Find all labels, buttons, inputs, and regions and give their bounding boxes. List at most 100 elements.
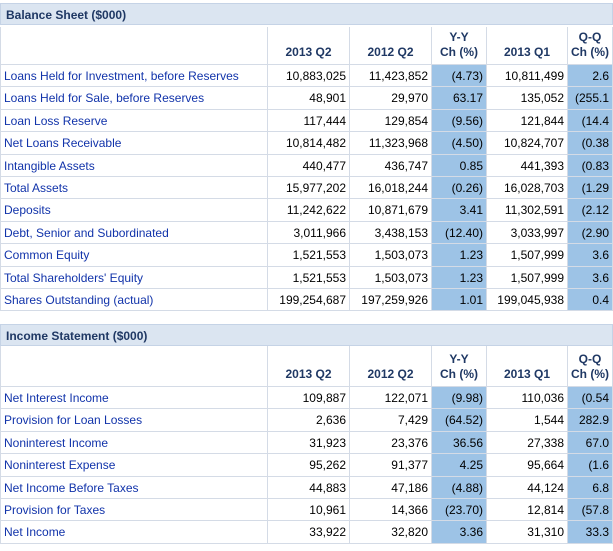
value-cell: 0.85 — [432, 155, 487, 177]
header-line: 2013 Q2 — [271, 367, 346, 382]
value-cell: 10,814,482 — [268, 132, 350, 154]
column-header: 2013 Q2 — [268, 27, 350, 65]
value-cell: 10,883,025 — [268, 65, 350, 87]
column-header: 2013 Q2 — [268, 346, 350, 387]
header-line: 2013 Q2 — [271, 45, 346, 60]
row-label: Debt, Senior and Subordinated — [0, 222, 268, 244]
value-cell: (14.4 — [568, 110, 613, 132]
column-header: 2013 Q1 — [487, 346, 568, 387]
value-cell: 282.9 — [568, 409, 613, 431]
header-blank — [0, 27, 268, 65]
row-label: Loans Held for Sale, before Reserves — [0, 87, 268, 109]
value-cell: (4.50) — [432, 132, 487, 154]
value-cell: 11,302,591 — [487, 199, 568, 221]
value-cell: 117,444 — [268, 110, 350, 132]
value-cell: 11,242,622 — [268, 199, 350, 221]
value-cell: 1,503,073 — [350, 244, 432, 266]
value-cell: (57.8 — [568, 499, 613, 521]
value-cell: 29,970 — [350, 87, 432, 109]
value-cell: 110,036 — [487, 387, 568, 409]
value-cell: 2,636 — [268, 409, 350, 431]
value-cell: 1,521,553 — [268, 267, 350, 289]
value-cell: 47,186 — [350, 477, 432, 499]
value-cell: 436,747 — [350, 155, 432, 177]
value-cell: 23,376 — [350, 432, 432, 454]
value-cell: (23.70) — [432, 499, 487, 521]
value-cell: (0.26) — [432, 177, 487, 199]
header-line: Q-Q — [571, 30, 609, 45]
section-title: Income Statement ($000) — [0, 324, 613, 346]
value-cell: 10,824,707 — [487, 132, 568, 154]
row-label: Net Loans Receivable — [0, 132, 268, 154]
value-cell: 10,961 — [268, 499, 350, 521]
value-cell: 3,011,966 — [268, 222, 350, 244]
value-cell: 15,977,202 — [268, 177, 350, 199]
value-cell: 122,071 — [350, 387, 432, 409]
value-cell: 6.8 — [568, 477, 613, 499]
value-cell: 44,124 — [487, 477, 568, 499]
header-line: 2013 Q1 — [490, 45, 564, 60]
row-label: Loans Held for Investment, before Reserv… — [0, 65, 268, 87]
header-line: Y-Y — [435, 30, 483, 45]
column-header: Q-QCh (%) — [568, 27, 613, 65]
value-cell: (2.90 — [568, 222, 613, 244]
value-cell: (9.56) — [432, 110, 487, 132]
value-cell: 1,507,999 — [487, 244, 568, 266]
column-header: Q-QCh (%) — [568, 346, 613, 387]
value-cell: 11,323,968 — [350, 132, 432, 154]
value-cell: 135,052 — [487, 87, 568, 109]
value-cell: 3.36 — [432, 521, 487, 543]
value-cell: 36.56 — [432, 432, 487, 454]
column-header: 2013 Q1 — [487, 27, 568, 65]
value-cell: 7,429 — [350, 409, 432, 431]
value-cell: (0.83 — [568, 155, 613, 177]
value-cell: (0.54 — [568, 387, 613, 409]
row-label: Total Shareholders' Equity — [0, 267, 268, 289]
value-cell: 33,922 — [268, 521, 350, 543]
value-cell: 48,901 — [268, 87, 350, 109]
value-cell: (1.6 — [568, 454, 613, 476]
value-cell: 1.23 — [432, 267, 487, 289]
value-cell: 10,811,499 — [487, 65, 568, 87]
value-cell: (12.40) — [432, 222, 487, 244]
row-label: Net Income Before Taxes — [0, 477, 268, 499]
value-cell: 1,503,073 — [350, 267, 432, 289]
value-cell: (1.29 — [568, 177, 613, 199]
value-cell: 0.4 — [568, 289, 613, 311]
row-label: Net Income — [0, 521, 268, 543]
value-cell: 3.6 — [568, 267, 613, 289]
row-label: Common Equity — [0, 244, 268, 266]
header-blank — [0, 346, 268, 387]
value-cell: (9.98) — [432, 387, 487, 409]
value-cell: 95,664 — [487, 454, 568, 476]
row-label: Net Interest Income — [0, 387, 268, 409]
value-cell: 199,254,687 — [268, 289, 350, 311]
value-cell: 16,018,244 — [350, 177, 432, 199]
value-cell: 1.23 — [432, 244, 487, 266]
value-cell: 91,377 — [350, 454, 432, 476]
header-line: 2012 Q2 — [353, 45, 428, 60]
value-cell: 27,338 — [487, 432, 568, 454]
value-cell: 14,366 — [350, 499, 432, 521]
value-cell: (4.73) — [432, 65, 487, 87]
value-cell: 16,028,703 — [487, 177, 568, 199]
header-line: 2012 Q2 — [353, 367, 428, 382]
value-cell: 3,438,153 — [350, 222, 432, 244]
value-cell: 3.6 — [568, 244, 613, 266]
value-cell: 12,814 — [487, 499, 568, 521]
row-label: Intangible Assets — [0, 155, 268, 177]
value-cell: 1,544 — [487, 409, 568, 431]
value-cell: 121,844 — [487, 110, 568, 132]
header-line: Y-Y — [435, 352, 483, 367]
value-cell: (0.38 — [568, 132, 613, 154]
value-cell: (2.12 — [568, 199, 613, 221]
value-cell: 95,262 — [268, 454, 350, 476]
header-line: Q-Q — [571, 352, 609, 367]
header-line: Ch (%) — [571, 45, 609, 60]
value-cell: 33.3 — [568, 521, 613, 543]
value-cell: 441,393 — [487, 155, 568, 177]
row-label: Shares Outstanding (actual) — [0, 289, 268, 311]
value-cell: 1,521,553 — [268, 244, 350, 266]
value-cell: 3,033,997 — [487, 222, 568, 244]
